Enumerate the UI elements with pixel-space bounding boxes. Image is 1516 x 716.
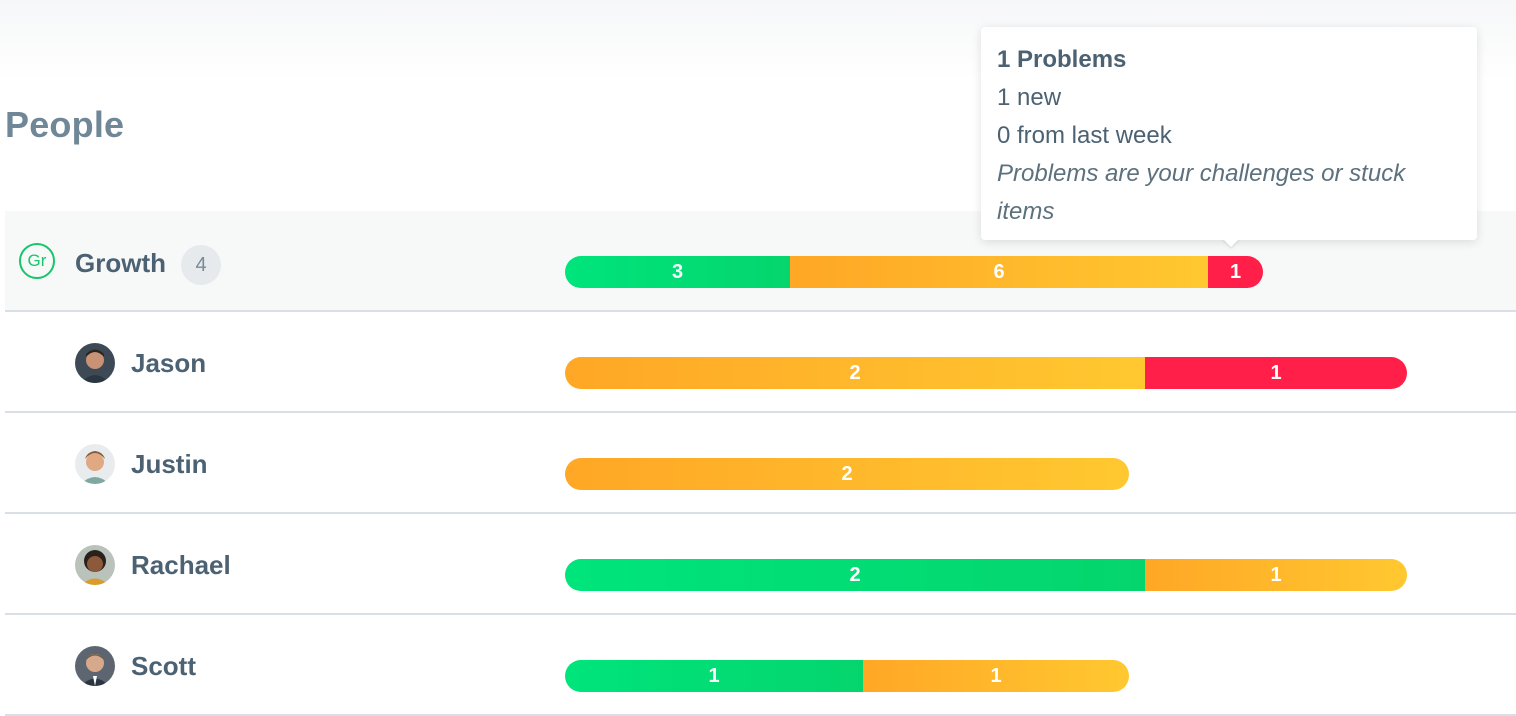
person-name[interactable]: Justin bbox=[131, 449, 208, 479]
person-status-bar: 2 1 bbox=[565, 357, 1407, 389]
person-name[interactable]: Jason bbox=[131, 348, 207, 378]
progress-segment[interactable]: 1 bbox=[1145, 559, 1407, 591]
person-status-bar: 2 1 bbox=[565, 559, 1407, 591]
on-track-segment[interactable]: 3 bbox=[565, 256, 790, 288]
team-name[interactable]: Growth bbox=[75, 248, 166, 278]
avatar[interactable] bbox=[75, 646, 115, 686]
on-track-segment[interactable]: 1 bbox=[565, 660, 863, 692]
tooltip-description: Problems are your challenges or stuck it… bbox=[997, 160, 1406, 225]
avatar[interactable] bbox=[75, 545, 115, 585]
person-row[interactable]: Justin 2 bbox=[5, 413, 1516, 514]
problems-segment[interactable]: 1 bbox=[1145, 357, 1407, 389]
team-badge: Gr bbox=[19, 243, 55, 279]
person-status-bar: 2 bbox=[565, 458, 1129, 490]
progress-segment[interactable]: 6 bbox=[790, 256, 1208, 288]
person-row[interactable]: Jason 2 1 bbox=[5, 312, 1516, 413]
problems-tooltip: 1 Problems 1 new 0 from last week Proble… bbox=[981, 27, 1477, 240]
person-row[interactable]: Scott 1 1 bbox=[5, 615, 1516, 716]
tooltip-last-week: 0 from last week bbox=[997, 122, 1172, 149]
avatar[interactable] bbox=[75, 444, 115, 484]
tooltip-arrow bbox=[1222, 238, 1240, 247]
team-status-bar: 3 6 1 bbox=[565, 256, 1263, 288]
progress-segment[interactable]: 2 bbox=[565, 458, 1129, 490]
problems-segment[interactable]: 1 bbox=[1208, 256, 1263, 288]
person-name[interactable]: Scott bbox=[131, 651, 196, 681]
tooltip-new-count: 1 new bbox=[997, 84, 1062, 111]
progress-segment[interactable]: 2 bbox=[565, 357, 1145, 389]
on-track-segment[interactable]: 2 bbox=[565, 559, 1145, 591]
page-title: People bbox=[5, 104, 125, 145]
person-status-bar: 1 1 bbox=[565, 660, 1129, 692]
tooltip-title: 1 Problems bbox=[997, 46, 1127, 73]
person-name[interactable]: Rachael bbox=[131, 550, 231, 580]
person-row[interactable]: Rachael 2 1 bbox=[5, 514, 1516, 615]
people-list: Gr Growth 4 3 6 1 Jason 2 1 bbox=[5, 211, 1516, 716]
member-count-badge: 4 bbox=[181, 245, 221, 285]
avatar[interactable] bbox=[75, 343, 115, 383]
progress-segment[interactable]: 1 bbox=[863, 660, 1129, 692]
